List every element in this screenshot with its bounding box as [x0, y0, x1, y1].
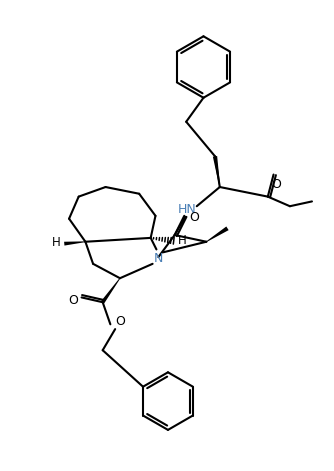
Polygon shape — [101, 278, 120, 303]
Polygon shape — [213, 156, 220, 187]
Text: H: H — [178, 234, 187, 247]
Polygon shape — [64, 241, 86, 245]
Text: O: O — [68, 294, 78, 307]
Text: O: O — [272, 178, 281, 191]
Polygon shape — [206, 227, 229, 242]
Text: HN: HN — [178, 203, 196, 216]
Text: O: O — [115, 315, 125, 328]
Text: H: H — [52, 236, 61, 249]
Text: O: O — [189, 211, 199, 224]
Text: N: N — [154, 252, 163, 265]
